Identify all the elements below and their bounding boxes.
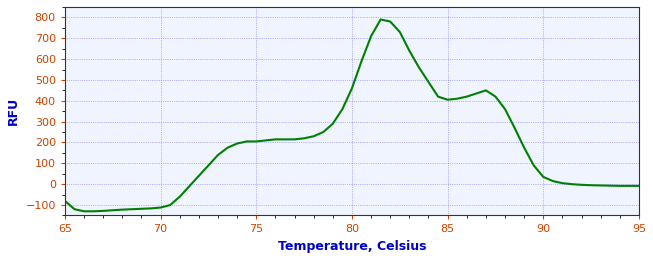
X-axis label: Temperature, Celsius: Temperature, Celsius	[278, 240, 426, 253]
Y-axis label: RFU: RFU	[7, 97, 20, 125]
